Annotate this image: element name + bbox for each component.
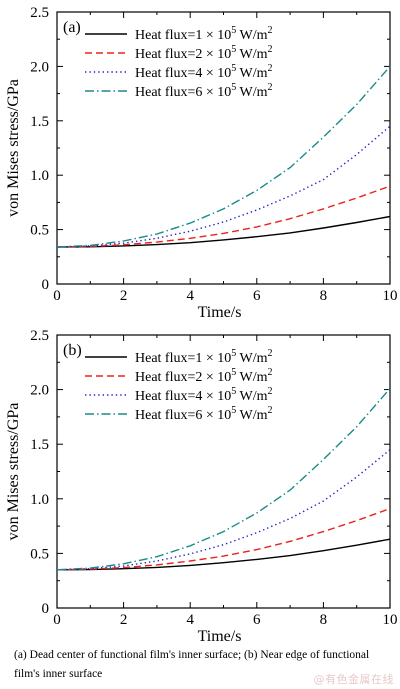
series-line-1 xyxy=(56,215,391,248)
y-tick-label: 1.5 xyxy=(30,437,49,453)
x-axis-label: Time/s xyxy=(198,304,242,321)
legend-label-2: Heat flux=2 × 105 W/m2 xyxy=(135,367,273,385)
panel-label: (b) xyxy=(63,342,82,359)
figure-caption: (a) Dead center of functional film's inn… xyxy=(14,649,370,680)
x-tick-label: 6 xyxy=(253,612,261,628)
y-tick-label: 0 xyxy=(42,277,50,293)
legend-label-3: Heat flux=4 × 105 W/m2 xyxy=(135,386,273,404)
x-tick-label: 2 xyxy=(120,288,128,304)
legend-label-2: Heat flux=2 × 105 W/m2 xyxy=(135,44,273,62)
y-tick-label: 1.0 xyxy=(30,168,49,184)
legend-label-4: Heat flux=6 × 105 W/m2 xyxy=(135,82,273,100)
y-tick-label: 0.5 xyxy=(30,223,49,239)
x-tick-label: 8 xyxy=(320,288,328,304)
series-line-2 xyxy=(56,185,391,248)
x-tick-label: 8 xyxy=(320,612,328,628)
y-axis-label: von Mises stress/GPa xyxy=(5,79,22,217)
chart-panel-b: 0 2 4 6 8 10 0 0.5 1.0 1.5 2.0 2.5 Time/s von Mises s… xyxy=(5,328,398,645)
y-axis-label: von Mises stress/GPa xyxy=(5,403,22,541)
series-line-4 xyxy=(56,388,391,571)
y-tick-label: 2.0 xyxy=(30,383,49,399)
x-tick-label: 0 xyxy=(53,612,61,628)
y-tick-label: 2.5 xyxy=(30,328,49,344)
legend-label-4: Heat flux=6 × 105 W/m2 xyxy=(135,405,273,423)
legend-label-1: Heat flux=1 × 105 W/m2 xyxy=(135,25,273,43)
series-line-1 xyxy=(56,538,391,571)
y-tick-label: 0 xyxy=(42,601,50,617)
x-axis-label: Time/s xyxy=(198,628,242,645)
x-tick-label: 4 xyxy=(186,612,194,628)
chart-panel-a: 0 2 4 6 8 10 0 0.5 1.0 1.5 2.0 2.5 Time/s von Mises s… xyxy=(5,5,398,321)
legend-label-1: Heat flux=1 × 105 W/m2 xyxy=(135,348,273,366)
panel-label: (a) xyxy=(63,19,81,36)
x-tick-label: 6 xyxy=(253,288,261,304)
x-tick-label: 0 xyxy=(53,288,61,304)
series-line-3 xyxy=(56,449,391,571)
y-tick-label: 2.5 xyxy=(30,5,49,21)
series-line-3 xyxy=(56,125,391,248)
y-tick-label: 2.0 xyxy=(30,59,49,75)
y-tick-label: 1.0 xyxy=(30,492,49,508)
x-tick-label: 4 xyxy=(186,288,194,304)
series-line-2 xyxy=(56,507,391,571)
y-tick-label: 1.5 xyxy=(30,114,49,130)
series-line-4 xyxy=(56,65,391,248)
legend-label-3: Heat flux=4 × 105 W/m2 xyxy=(135,63,273,81)
x-tick-label: 10 xyxy=(383,612,398,628)
y-tick-label: 0.5 xyxy=(30,546,49,562)
x-tick-label: 10 xyxy=(383,288,398,304)
watermark: @有色金属在线 xyxy=(313,673,394,686)
x-tick-label: 2 xyxy=(120,612,128,628)
